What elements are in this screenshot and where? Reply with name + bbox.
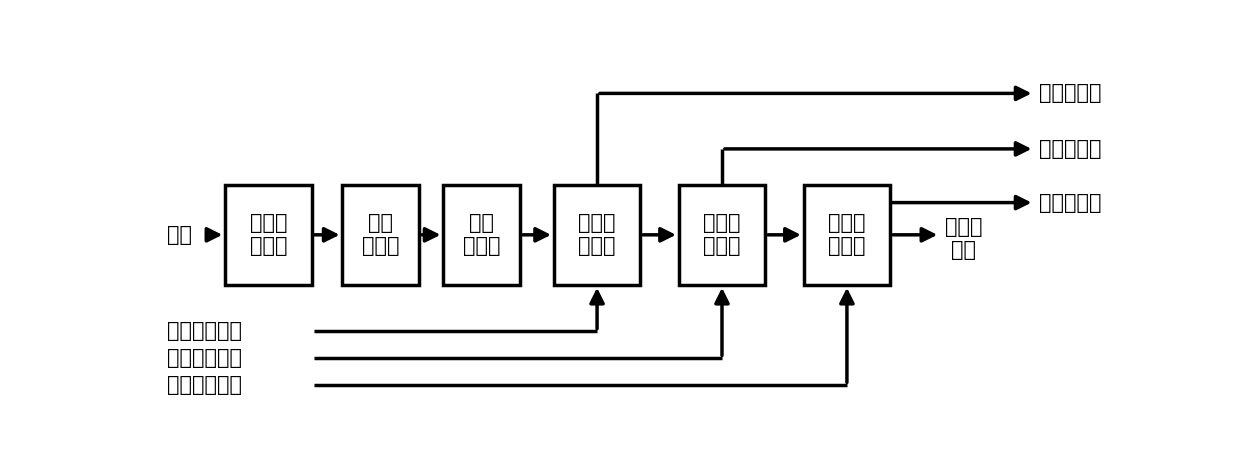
Text: 第二脱气介质: 第二脱气介质 <box>166 348 242 368</box>
Text: 第一排放气: 第一排放气 <box>1039 83 1101 103</box>
Text: 第二排放气: 第二排放气 <box>1039 139 1101 159</box>
FancyBboxPatch shape <box>554 185 640 285</box>
Text: 第三级
脱气仓: 第三级 脱气仓 <box>828 213 866 256</box>
Text: 流化床
反应器: 流化床 反应器 <box>249 213 288 256</box>
Text: 第三脱气介质: 第三脱气介质 <box>166 375 242 395</box>
FancyBboxPatch shape <box>444 185 521 285</box>
Text: 脱气后
产品: 脱气后 产品 <box>945 217 982 260</box>
FancyBboxPatch shape <box>678 185 765 285</box>
Text: 第一脱气介质: 第一脱气介质 <box>166 321 242 341</box>
Text: 产品
缓冲罐: 产品 缓冲罐 <box>463 213 501 256</box>
Text: 第一级
脱气仓: 第一级 脱气仓 <box>578 213 616 256</box>
FancyBboxPatch shape <box>226 185 311 285</box>
Text: 第三排放气: 第三排放气 <box>1039 193 1101 213</box>
Text: 第二级
脱气仓: 第二级 脱气仓 <box>703 213 740 256</box>
FancyBboxPatch shape <box>804 185 890 285</box>
FancyBboxPatch shape <box>342 185 419 285</box>
Text: 原料: 原料 <box>166 225 191 245</box>
Text: 产品
出料罐: 产品 出料罐 <box>362 213 399 256</box>
